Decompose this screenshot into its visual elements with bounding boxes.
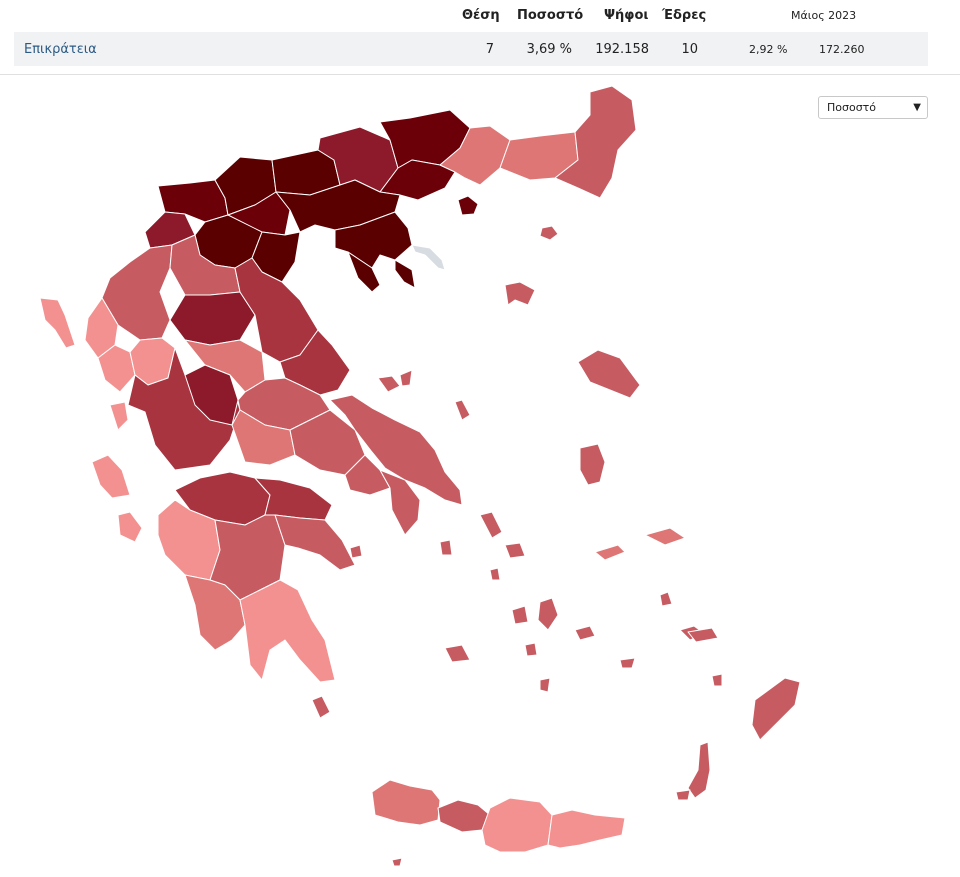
table-row[interactable]: Επικράτεια 7 3,69 % 192.158 10 2,92 % 17… [14, 32, 928, 66]
region-athos-peninsula[interactable] [411, 244, 446, 271]
region-aegina[interactable] [349, 544, 363, 559]
region-patmos[interactable] [659, 591, 673, 607]
region-ios[interactable] [524, 642, 538, 657]
region-karpathos[interactable] [687, 741, 711, 799]
metric-select[interactable]: Ποσοστό ▼ [818, 96, 928, 119]
header-rank: Θέση [462, 8, 500, 23]
region-lesbos[interactable] [577, 349, 641, 399]
region-ikaria[interactable] [644, 527, 686, 546]
region-evrytania[interactable] [184, 364, 239, 426]
region-kythira[interactable] [311, 695, 331, 719]
party-name-link[interactable]: Επικράτεια [24, 42, 97, 57]
rank-value: 7 [485, 42, 494, 57]
region-zakynthos[interactable] [117, 511, 143, 543]
header-previous-election: Μάιος 2023 [791, 9, 857, 22]
region-lefkada[interactable] [109, 401, 129, 431]
region-sporades[interactable] [377, 375, 401, 393]
region-samothrace[interactable] [539, 225, 559, 241]
greece-map [0, 80, 960, 877]
region-naxos[interactable] [537, 597, 559, 631]
region-corfu[interactable] [39, 297, 76, 349]
results-table: Θέση Ποσοστό Ψήφοι Έδρες Μάιος 2023 Επικ… [14, 0, 928, 66]
region-attica-east[interactable] [379, 469, 421, 536]
region-tilos[interactable] [711, 673, 723, 687]
region-kassandra[interactable] [347, 251, 381, 293]
divider [0, 74, 960, 75]
region-milos[interactable] [444, 644, 471, 663]
region-xanthi[interactable] [439, 125, 511, 186]
region-samos[interactable] [594, 544, 626, 561]
region-messenia[interactable] [184, 574, 246, 651]
region-thasos[interactable] [457, 195, 479, 216]
region-chania[interactable] [371, 779, 441, 826]
region-tinos[interactable] [504, 542, 526, 559]
region-euboea[interactable] [329, 394, 463, 506]
chevron-down-icon: ▼ [913, 102, 921, 113]
votes-value: 192.158 [595, 42, 649, 57]
percent-value: 3,69 % [526, 42, 572, 57]
region-rethymno[interactable] [437, 799, 491, 833]
region-skiathos[interactable] [399, 369, 413, 387]
region-magnesia[interactable] [279, 329, 351, 396]
table-header-row: Θέση Ποσοστό Ψήφοι Έδρες Μάιος 2023 [14, 0, 928, 32]
region-amorgos[interactable] [574, 625, 596, 641]
header-percent: Ποσοστό [517, 8, 584, 23]
region-kefalonia[interactable] [91, 454, 131, 499]
region-kos[interactable] [687, 627, 719, 643]
region-athos[interactable] [394, 259, 416, 289]
region-chios[interactable] [579, 443, 606, 486]
region-santorini[interactable] [539, 677, 551, 693]
region-argolis[interactable] [274, 514, 356, 571]
region-lasithi[interactable] [547, 809, 626, 849]
region-astypalaia[interactable] [619, 657, 636, 669]
region-paros[interactable] [511, 605, 529, 625]
metric-select-value: Ποσοστό [827, 101, 877, 114]
previous-votes-value: 172.260 [819, 43, 865, 56]
region-kea[interactable] [439, 539, 453, 556]
seats-value: 10 [681, 42, 698, 57]
header-seats: Έδρες [662, 8, 707, 23]
region-limnos[interactable] [504, 281, 536, 306]
region-kasos[interactable] [675, 789, 691, 801]
region-gavdos[interactable] [391, 857, 403, 867]
region-chalkidiki[interactable] [334, 211, 413, 269]
header-votes: Ψήφοι [604, 8, 649, 23]
region-andros[interactable] [479, 511, 503, 539]
region-trikala[interactable] [169, 291, 256, 346]
previous-percent-value: 2,92 % [749, 43, 788, 56]
region-evros[interactable] [554, 85, 637, 199]
region-laconia[interactable] [239, 579, 336, 683]
region-syros[interactable] [489, 567, 501, 581]
region-skyros[interactable] [454, 399, 471, 421]
region-heraklion[interactable] [481, 797, 553, 853]
region-rhodes[interactable] [751, 677, 801, 741]
